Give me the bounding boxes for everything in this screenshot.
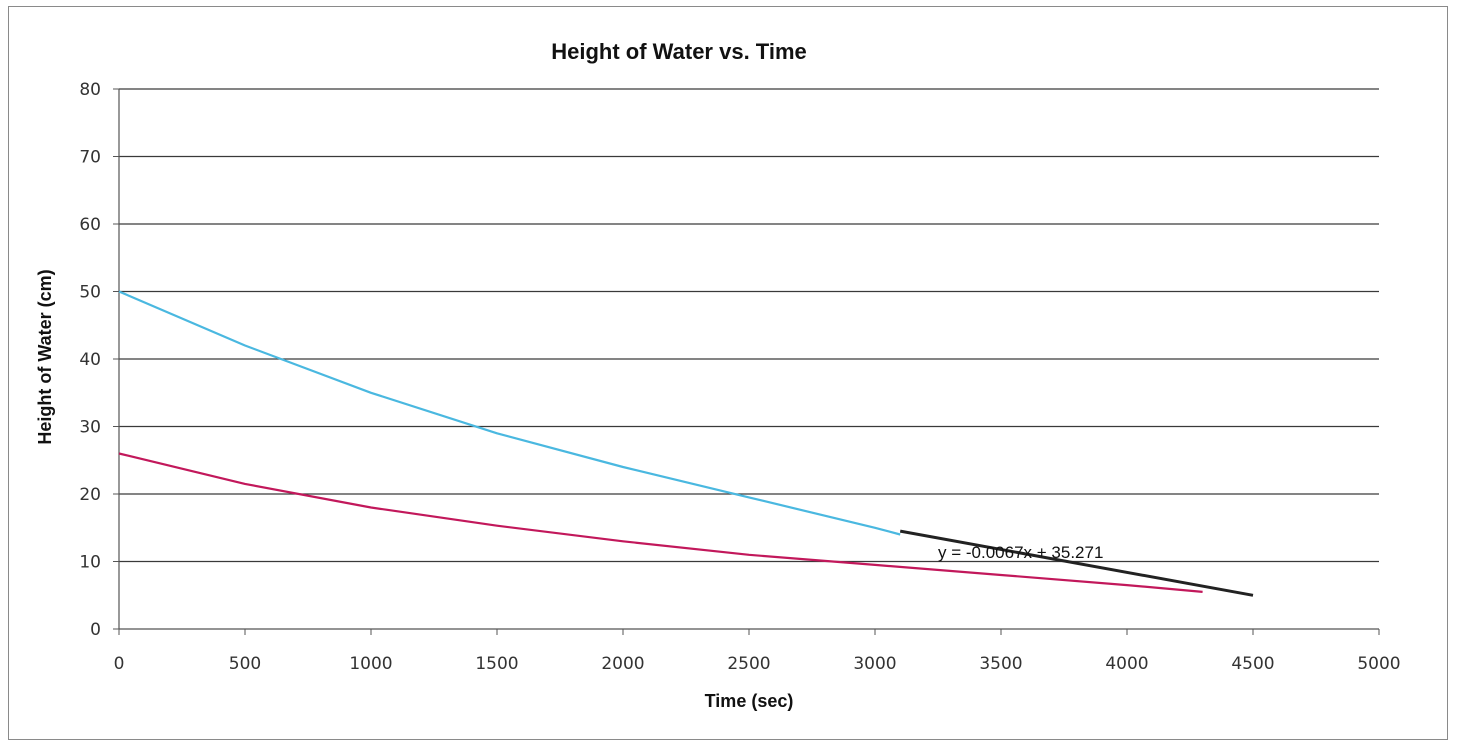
series-line-2 [118,452,1203,593]
x-tick-label: 4000 [1105,654,1148,674]
axes [113,88,1380,635]
x-tick-label: 2000 [601,654,644,674]
x-tick-labels: 0 500 1000 1500 2000 2500 3000 3500 4000 4500 5000 [114,654,1401,674]
x-tick-label: 1500 [475,654,518,674]
x-tick-label: 2500 [727,654,770,674]
annotations: y = -0.0067x + 35.271 [938,543,1103,562]
y-axis-label: Height of Water (cm) [35,269,55,444]
series-line-1 [118,290,901,536]
x-tick-label: 5000 [1357,654,1400,674]
y-tick-label: 10 [79,553,101,573]
trendline-equation: y = -0.0067x + 35.271 [938,543,1103,562]
y-tick-labels: 0 10 20 30 40 50 60 70 80 [79,80,101,640]
x-tick-label: 0 [114,654,125,674]
x-axis-label: Time (sec) [705,691,794,711]
y-tick-label: 50 [79,283,101,303]
y-tick-label: 40 [79,350,101,370]
y-tick-label: 30 [79,418,101,438]
x-tick-label: 4500 [1231,654,1274,674]
y-tick-label: 0 [90,620,101,640]
x-tick-label: 500 [229,654,261,674]
chart-title: Height of Water vs. Time [551,39,807,64]
gridlines [119,88,1379,563]
series-lines [118,290,1254,597]
x-tick-label: 3000 [853,654,896,674]
x-tick-label: 3500 [979,654,1022,674]
y-tick-label: 60 [79,215,101,235]
line-chart: Height of Water vs. Time 0 10 20 30 40 50 60 70… [35,39,1401,711]
y-tick-label: 80 [79,80,101,100]
y-tick-label: 70 [79,148,101,168]
chart-frame: Height of Water vs. Time 0 10 20 30 40 50 60 70… [8,6,1448,740]
y-tick-label: 20 [79,485,101,505]
x-tick-label: 1000 [349,654,392,674]
series-line-3 [899,529,1254,597]
